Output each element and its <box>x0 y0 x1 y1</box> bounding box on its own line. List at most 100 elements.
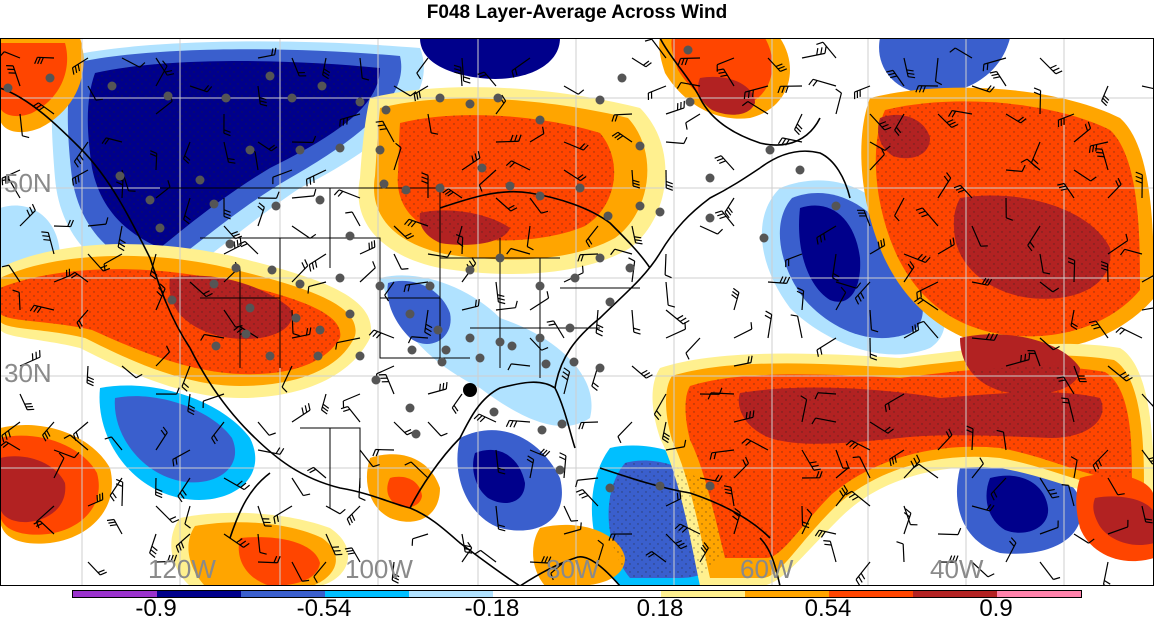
wind-barb <box>184 505 191 529</box>
wind-barb <box>1027 350 1041 367</box>
wind-barb <box>914 297 939 311</box>
station-dot <box>565 323 575 333</box>
wind-barb <box>393 85 417 97</box>
wind-barb <box>53 268 71 283</box>
wind-barb <box>937 527 962 536</box>
highlight-station-dot <box>463 383 477 397</box>
station-dot <box>541 359 551 369</box>
wind-barb <box>741 438 769 451</box>
wind-barb <box>1073 533 1095 544</box>
colorbar-labels: -0.9 -0.54 -0.18 0.18 0.54 0.9 <box>0 596 1154 622</box>
wind-barb <box>273 505 293 524</box>
wind-barb <box>653 393 667 421</box>
wind-barb <box>575 488 599 507</box>
wind-barb <box>714 155 735 171</box>
wind-barb <box>767 276 791 284</box>
wind-barb <box>1057 182 1075 199</box>
wind-barb <box>971 457 984 479</box>
wind-barb <box>339 113 361 127</box>
station-dot <box>605 483 615 493</box>
wind-barb <box>677 57 701 66</box>
wind-barb <box>529 126 545 143</box>
wind-barb <box>393 142 402 171</box>
station-dot <box>557 419 567 429</box>
wind-barb <box>835 281 862 289</box>
station-dot <box>475 353 485 363</box>
wind-barb <box>403 281 429 293</box>
wind-barb <box>378 374 395 395</box>
wind-barb <box>801 46 827 59</box>
wind-barb <box>631 169 641 189</box>
wind-barb <box>257 505 272 527</box>
wind-barb <box>869 141 891 151</box>
wind-barb <box>115 478 124 507</box>
wind-barb <box>1005 113 1027 124</box>
station-dot <box>435 183 445 193</box>
station-dot <box>271 201 281 211</box>
wind-barb <box>182 141 191 164</box>
wind-barb <box>257 85 268 107</box>
wind-barb <box>411 533 429 546</box>
map-panel: 50N 30N 120W 100W 80W 60W 40W <box>0 38 1154 586</box>
wind-barb <box>0 441 21 451</box>
wind-barb <box>257 447 285 455</box>
colorbar-label: -0.9 <box>135 595 177 622</box>
wind-barb <box>563 169 587 182</box>
wind-barb <box>416 57 429 80</box>
wind-barb <box>358 477 366 501</box>
wind-barb <box>1088 320 1109 339</box>
wind-barb <box>903 508 912 535</box>
wind-barb <box>29 304 55 314</box>
wind-barb <box>816 41 837 59</box>
wind-barb <box>1020 158 1041 171</box>
colorbar-cell <box>913 591 997 597</box>
wind-barb <box>507 363 531 371</box>
wind-barb <box>404 461 429 479</box>
wind-barb <box>1039 520 1059 535</box>
colorbar-cell <box>241 591 325 597</box>
wind-barb <box>155 283 166 311</box>
wind-barb <box>272 169 293 185</box>
station-dot <box>345 309 355 319</box>
wind-barb <box>816 337 837 357</box>
wind-barb <box>2 178 21 199</box>
colorbar-cell <box>997 591 1081 597</box>
wind-barb <box>1005 164 1026 173</box>
wind-barb <box>87 217 109 227</box>
station-dot <box>335 273 345 283</box>
wind-barb <box>835 286 847 311</box>
wind-barb <box>257 191 280 199</box>
station-dot <box>617 73 627 83</box>
wind-barb <box>1039 253 1051 275</box>
wind-barb <box>1101 85 1110 107</box>
wind-barb <box>1115 327 1143 339</box>
wind-barb <box>577 253 599 262</box>
station-dot <box>225 239 235 249</box>
wind-barb <box>451 393 463 414</box>
wind-barb <box>714 210 735 227</box>
wind-barb <box>53 452 65 479</box>
wind-barb <box>1070 456 1078 479</box>
wind-barb <box>359 57 370 81</box>
station-dot <box>795 165 805 175</box>
station-dot <box>437 357 447 367</box>
wind-barb <box>529 291 550 311</box>
wind-barb <box>1095 148 1109 171</box>
wind-barb <box>505 419 531 428</box>
wind-barb <box>1107 477 1125 496</box>
wind-barb <box>76 309 89 330</box>
wind-barb <box>155 57 175 76</box>
wind-barb <box>183 197 191 225</box>
wind-barb <box>743 85 769 100</box>
wind-barb <box>563 522 582 535</box>
wind-barb <box>257 555 281 564</box>
wind-barb <box>852 456 871 479</box>
wind-barb <box>699 542 709 563</box>
wind-barb <box>19 113 30 139</box>
wind-barb <box>845 490 871 507</box>
wind-barb <box>291 259 309 283</box>
wind-barb <box>325 533 343 556</box>
station-dot <box>295 279 305 289</box>
wind-barb <box>1141 85 1154 90</box>
wind-barb <box>903 454 921 479</box>
